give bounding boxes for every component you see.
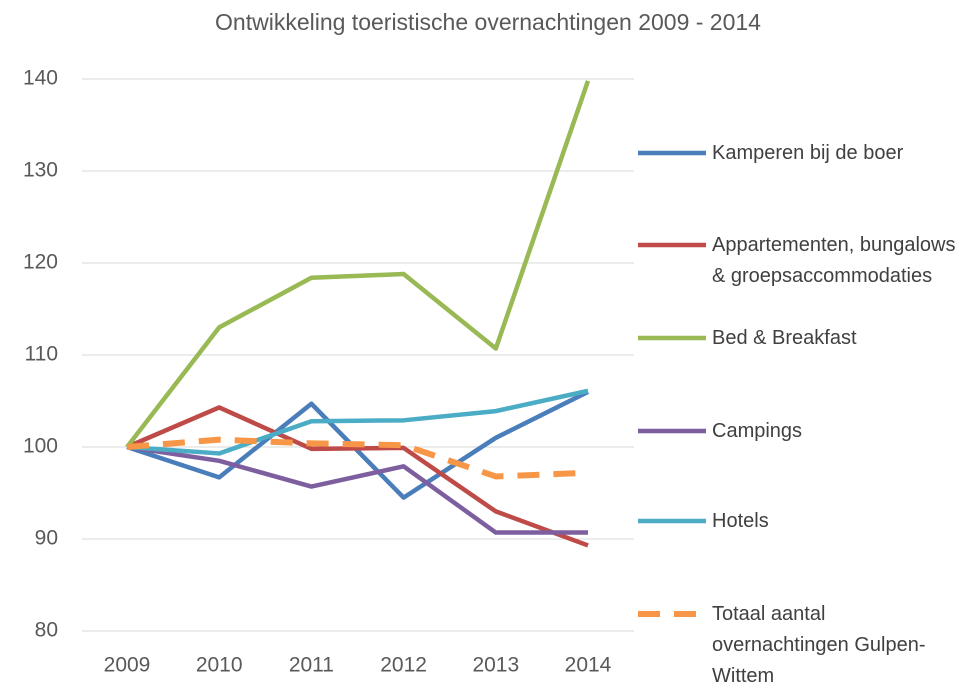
y-tick-label: 80 xyxy=(35,619,58,642)
legend-label: Totaal aantal overnachtingen Gulpen-Witt… xyxy=(712,603,926,687)
legend-item: Campings xyxy=(636,416,962,447)
legend-label: Hotels xyxy=(712,510,769,532)
line-series xyxy=(126,388,589,456)
x-tick-label: 2012 xyxy=(380,654,427,677)
legend-swatch xyxy=(638,150,706,156)
y-tick-label: 140 xyxy=(23,67,58,90)
y-tick-label: 100 xyxy=(23,435,58,458)
legend-item: Bed & Breakfast xyxy=(636,323,962,354)
legend-swatch xyxy=(638,611,706,617)
x-tick-label: 2014 xyxy=(565,654,612,677)
legend-item: Hotels xyxy=(636,506,962,537)
y-tick-label: 90 xyxy=(35,527,58,550)
line-series xyxy=(125,80,591,449)
line-series xyxy=(126,389,590,500)
y-tick-label: 110 xyxy=(25,343,58,366)
legend-label: Campings xyxy=(712,420,803,442)
legend-item: Totaal aantal overnachtingen Gulpen-Witt… xyxy=(636,599,962,691)
x-tick-label: 2013 xyxy=(472,654,519,677)
line-series xyxy=(126,405,589,548)
legend-swatch xyxy=(638,428,706,434)
legend-label: Bed & Breakfast xyxy=(712,327,857,349)
y-tick-label: 120 xyxy=(23,251,58,274)
legend-label: Kamperen bij de boer xyxy=(712,142,904,164)
x-tick-label: 2009 xyxy=(104,654,151,677)
legend-swatch xyxy=(638,242,706,248)
legend-label: Appartementen, bungalows & groepsaccommo… xyxy=(712,234,956,287)
legend-swatch xyxy=(638,335,706,341)
legend-swatch xyxy=(638,518,706,524)
line-series xyxy=(126,436,589,480)
legend-item: Appartementen, bungalows & groepsaccommo… xyxy=(636,230,962,292)
x-tick-label: 2010 xyxy=(196,654,243,677)
legend-item: Kamperen bij de boer xyxy=(636,138,962,169)
y-tick-label: 130 xyxy=(23,159,58,182)
x-tick-label: 2011 xyxy=(289,654,334,677)
chart-title: Ontwikkeling toeristische overnachtingen… xyxy=(215,9,761,35)
line-series xyxy=(126,444,588,535)
